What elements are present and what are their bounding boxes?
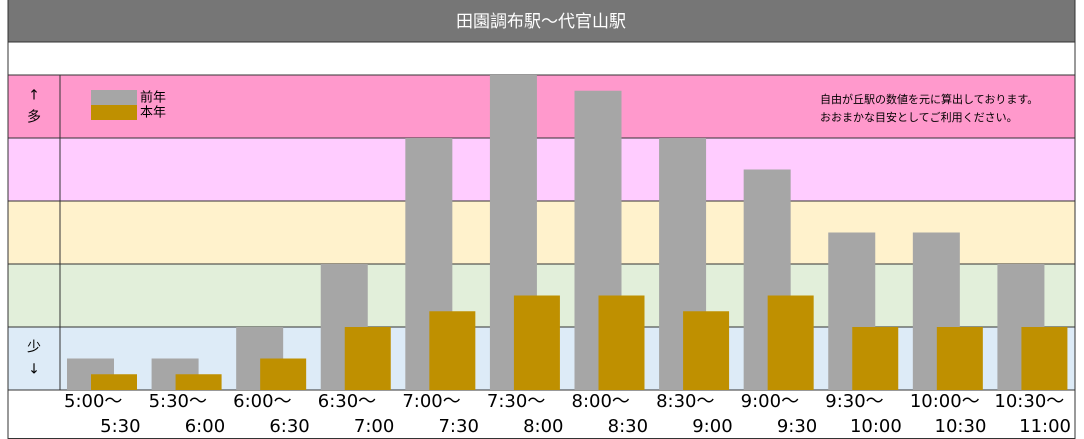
level-label: 少 [27, 340, 41, 356]
bar [260, 358, 307, 390]
x-tick-label: 6:30～ [318, 391, 376, 412]
bar [513, 295, 560, 390]
blank-row [7, 41, 1076, 76]
legend-swatch [91, 90, 137, 105]
x-tick-label: 9:30～ [825, 391, 883, 412]
x-tick-label: 11:00 [1019, 416, 1071, 437]
x-tick-label: 8:00 [523, 416, 563, 437]
bar [429, 311, 476, 390]
bar [598, 295, 645, 390]
x-tick-label: 10:30 [935, 416, 987, 437]
annotation: おおまかな目安としてご利用ください。 [820, 110, 1018, 124]
x-tick-label: 5:00～ [64, 391, 122, 412]
legend-label: 本年 [140, 106, 166, 121]
bar [1021, 327, 1068, 390]
level-band [8, 201, 1075, 264]
bar [936, 327, 983, 390]
x-tick-label: 9:00～ [741, 391, 799, 412]
x-tick-label: 7:00～ [402, 391, 460, 412]
x-tick-label: 8:30 [608, 416, 648, 437]
x-tick-label: 10:30～ [994, 391, 1064, 412]
x-tick-label: 8:30～ [656, 391, 714, 412]
level-label: ↓ [28, 362, 40, 378]
title-bar [8, 0, 1075, 42]
level-band [8, 75, 1075, 138]
x-tick-label: 6:30 [269, 416, 309, 437]
x-tick-label: 5:30～ [149, 391, 207, 412]
x-tick-label: 5:30 [100, 416, 140, 437]
annotation: 自由が丘駅の数値を元に算出しております。 [820, 92, 1038, 106]
level-label: 多 [27, 109, 41, 126]
x-tick-label: 7:30～ [487, 391, 545, 412]
x-tick-label: 9:00 [692, 416, 732, 437]
bar [852, 327, 899, 390]
bar [683, 311, 730, 390]
x-tick-label: 10:00 [850, 416, 902, 437]
x-tick-label: 10:00～ [910, 391, 980, 412]
legend-swatch [91, 105, 137, 120]
x-tick-label: 7:30 [438, 416, 478, 437]
x-tick-label: 7:00 [354, 416, 394, 437]
bar [344, 327, 391, 390]
legend-label: 前年 [140, 90, 166, 106]
chart-title: 田園調布駅～代官山駅 [456, 12, 626, 32]
bar [91, 374, 137, 390]
level-band [8, 138, 1075, 201]
x-tick-label: 9:30 [777, 416, 817, 437]
bar [175, 374, 222, 390]
level-label: ↑ [28, 88, 40, 104]
x-tick-label: 6:00 [185, 416, 225, 437]
bar [767, 295, 814, 390]
x-tick-label: 6:00～ [233, 391, 291, 412]
x-tick-label: 8:00～ [572, 391, 630, 412]
